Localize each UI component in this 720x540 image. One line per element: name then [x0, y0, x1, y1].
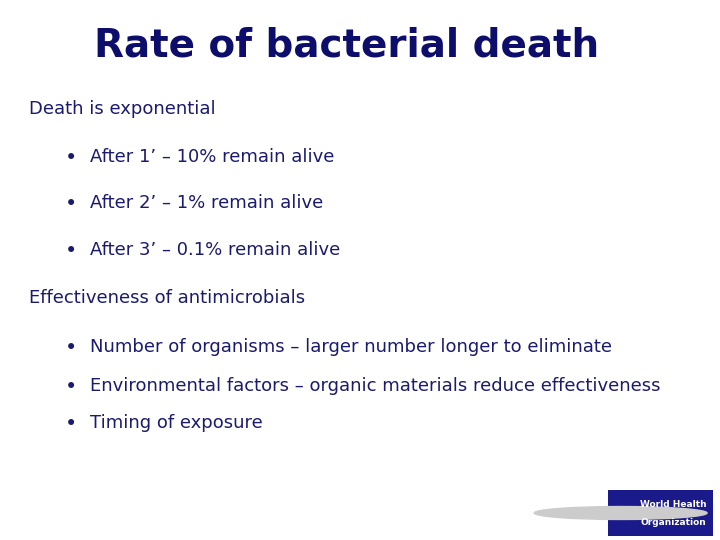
- Text: Organization: Organization: [640, 518, 706, 527]
- Text: After 2’ – 1% remain alive: After 2’ – 1% remain alive: [90, 194, 323, 212]
- Text: World Health: World Health: [640, 501, 706, 509]
- Text: •: •: [65, 377, 77, 397]
- Text: After 1’ – 10% remain alive: After 1’ – 10% remain alive: [90, 148, 334, 166]
- Text: After 3’ – 0.1% remain alive: After 3’ – 0.1% remain alive: [90, 241, 341, 259]
- Text: Timing of exposure: Timing of exposure: [90, 414, 263, 432]
- Text: Laboratory Training for Field Epidemiologists: Laboratory Training for Field Epidemiolo…: [11, 507, 290, 519]
- Text: •: •: [65, 148, 77, 168]
- Text: •: •: [65, 338, 77, 358]
- Text: Environmental factors – organic materials reduce effectiveness: Environmental factors – organic material…: [90, 377, 660, 395]
- Text: •: •: [65, 241, 77, 261]
- Text: Rate of bacterial death: Rate of bacterial death: [94, 26, 599, 65]
- Text: Effectiveness of antimicrobials: Effectiveness of antimicrobials: [29, 289, 305, 307]
- FancyBboxPatch shape: [608, 490, 713, 536]
- Circle shape: [534, 507, 707, 519]
- Text: •: •: [65, 194, 77, 214]
- Text: •: •: [65, 414, 77, 434]
- Text: Number of organisms – larger number longer to eliminate: Number of organisms – larger number long…: [90, 338, 612, 356]
- Text: Death is exponential: Death is exponential: [29, 99, 215, 118]
